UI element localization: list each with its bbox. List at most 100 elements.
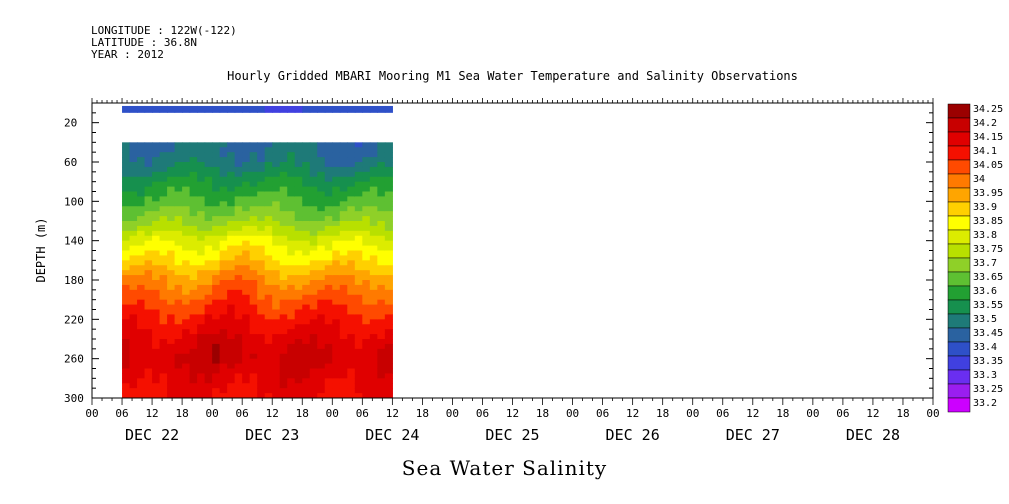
heatmap-cell (264, 284, 273, 291)
heatmap-cell (152, 314, 161, 320)
heatmap-cell (152, 152, 161, 158)
heatmap-cell (234, 147, 243, 153)
heatmap-cell (302, 216, 311, 222)
heatmap-cell (362, 147, 371, 153)
heatmap-cell (354, 245, 363, 252)
heatmap-cell (197, 211, 206, 217)
heatmap-cell (287, 211, 296, 217)
heatmap-cell (167, 260, 176, 266)
heatmap-cell (182, 358, 191, 365)
heatmap-cell (272, 255, 281, 261)
heatmap-cell (294, 152, 303, 158)
heatmap-cell (279, 339, 288, 345)
heatmap-cell (197, 334, 206, 340)
heatmap-cell (302, 343, 311, 350)
heatmap-cell (242, 284, 251, 291)
heatmap-cell (219, 289, 228, 296)
heatmap-cell (347, 348, 356, 355)
heatmap-cell (257, 319, 266, 325)
heatmap-cell (384, 201, 393, 207)
heatmap-cell (144, 314, 153, 320)
colorbar-swatch (947, 355, 971, 371)
heatmap-cell (242, 319, 251, 325)
heatmap-cell (354, 343, 363, 350)
heatmap-cell (384, 275, 393, 281)
heatmap-cell (182, 225, 191, 232)
heatmap-cell (219, 176, 228, 183)
heatmap-cell (362, 171, 371, 178)
heatmap-cell (167, 211, 176, 217)
heatmap-cell (339, 105, 348, 113)
heatmap-cell (227, 216, 236, 222)
heatmap-cell (152, 245, 161, 252)
heatmap-cell (264, 260, 273, 266)
heatmap-cell (212, 393, 221, 398)
heatmap-cell (347, 181, 356, 188)
heatmap-cell (339, 166, 348, 173)
heatmap-cell (137, 353, 146, 360)
heatmap-cell (152, 166, 161, 173)
heatmap-cell (197, 181, 206, 188)
heatmap-cell (354, 157, 363, 163)
heatmap-cell (332, 105, 341, 113)
heatmap-cell (302, 324, 311, 330)
heatmap-cell (354, 275, 363, 281)
heatmap-cell (302, 245, 311, 252)
heatmap-cell (309, 176, 318, 183)
heatmap-cell (144, 373, 153, 379)
heatmap-cell (152, 363, 161, 370)
heatmap-cell (384, 270, 393, 276)
heatmap-cell (272, 373, 281, 379)
heatmap-cell (339, 225, 348, 232)
heatmap-cell (219, 393, 228, 398)
heatmap-cell (362, 176, 371, 183)
heatmap-cell (197, 216, 206, 222)
heatmap-cell (129, 171, 138, 178)
heatmap-cell (242, 191, 251, 198)
heatmap-cell (257, 383, 266, 389)
heatmap-cell (339, 353, 348, 360)
heatmap-cell (137, 275, 146, 281)
heatmap-cell (137, 270, 146, 276)
heatmap-cell (272, 275, 281, 281)
heatmap-cell (167, 353, 176, 360)
heatmap-cell (212, 152, 221, 158)
heatmap-cell (219, 309, 228, 316)
heatmap-cell (249, 181, 258, 188)
heatmap-cell (204, 235, 213, 242)
heatmap-cell (204, 245, 213, 252)
heatmap-cell (317, 211, 326, 217)
heatmap-cell (369, 176, 378, 183)
x-tick-label: 00 (926, 407, 939, 420)
heatmap-cell (197, 221, 206, 227)
heatmap-cell (279, 176, 288, 183)
heatmap-cell (302, 373, 311, 379)
heatmap-cell (219, 196, 228, 202)
heatmap-cell (294, 299, 303, 306)
heatmap-cell (189, 378, 198, 384)
heatmap-cell (182, 157, 191, 163)
heatmap-cell (197, 353, 206, 360)
heatmap-cell (309, 221, 318, 227)
heatmap-cell (159, 142, 168, 148)
heatmap-cell (347, 289, 356, 296)
heatmap-cell (212, 334, 221, 340)
heatmap-cell (287, 245, 296, 252)
heatmap-cell (354, 358, 363, 365)
heatmap-cell (182, 393, 191, 398)
heatmap-cell (279, 388, 288, 394)
heatmap-cell (354, 216, 363, 222)
heatmap-cell (369, 368, 378, 375)
heatmap-cell (122, 284, 131, 291)
heatmap-cell (339, 152, 348, 158)
heatmap-cell (309, 324, 318, 330)
heatmap-cell (287, 383, 296, 389)
heatmap-cell (339, 329, 348, 335)
heatmap-cell (174, 211, 183, 217)
heatmap-cell (204, 383, 213, 389)
heatmap-cell (272, 105, 281, 113)
heatmap-cell (212, 171, 221, 178)
heatmap-cell (167, 225, 176, 232)
heatmap-cell (347, 299, 356, 306)
heatmap-cell (242, 280, 251, 286)
